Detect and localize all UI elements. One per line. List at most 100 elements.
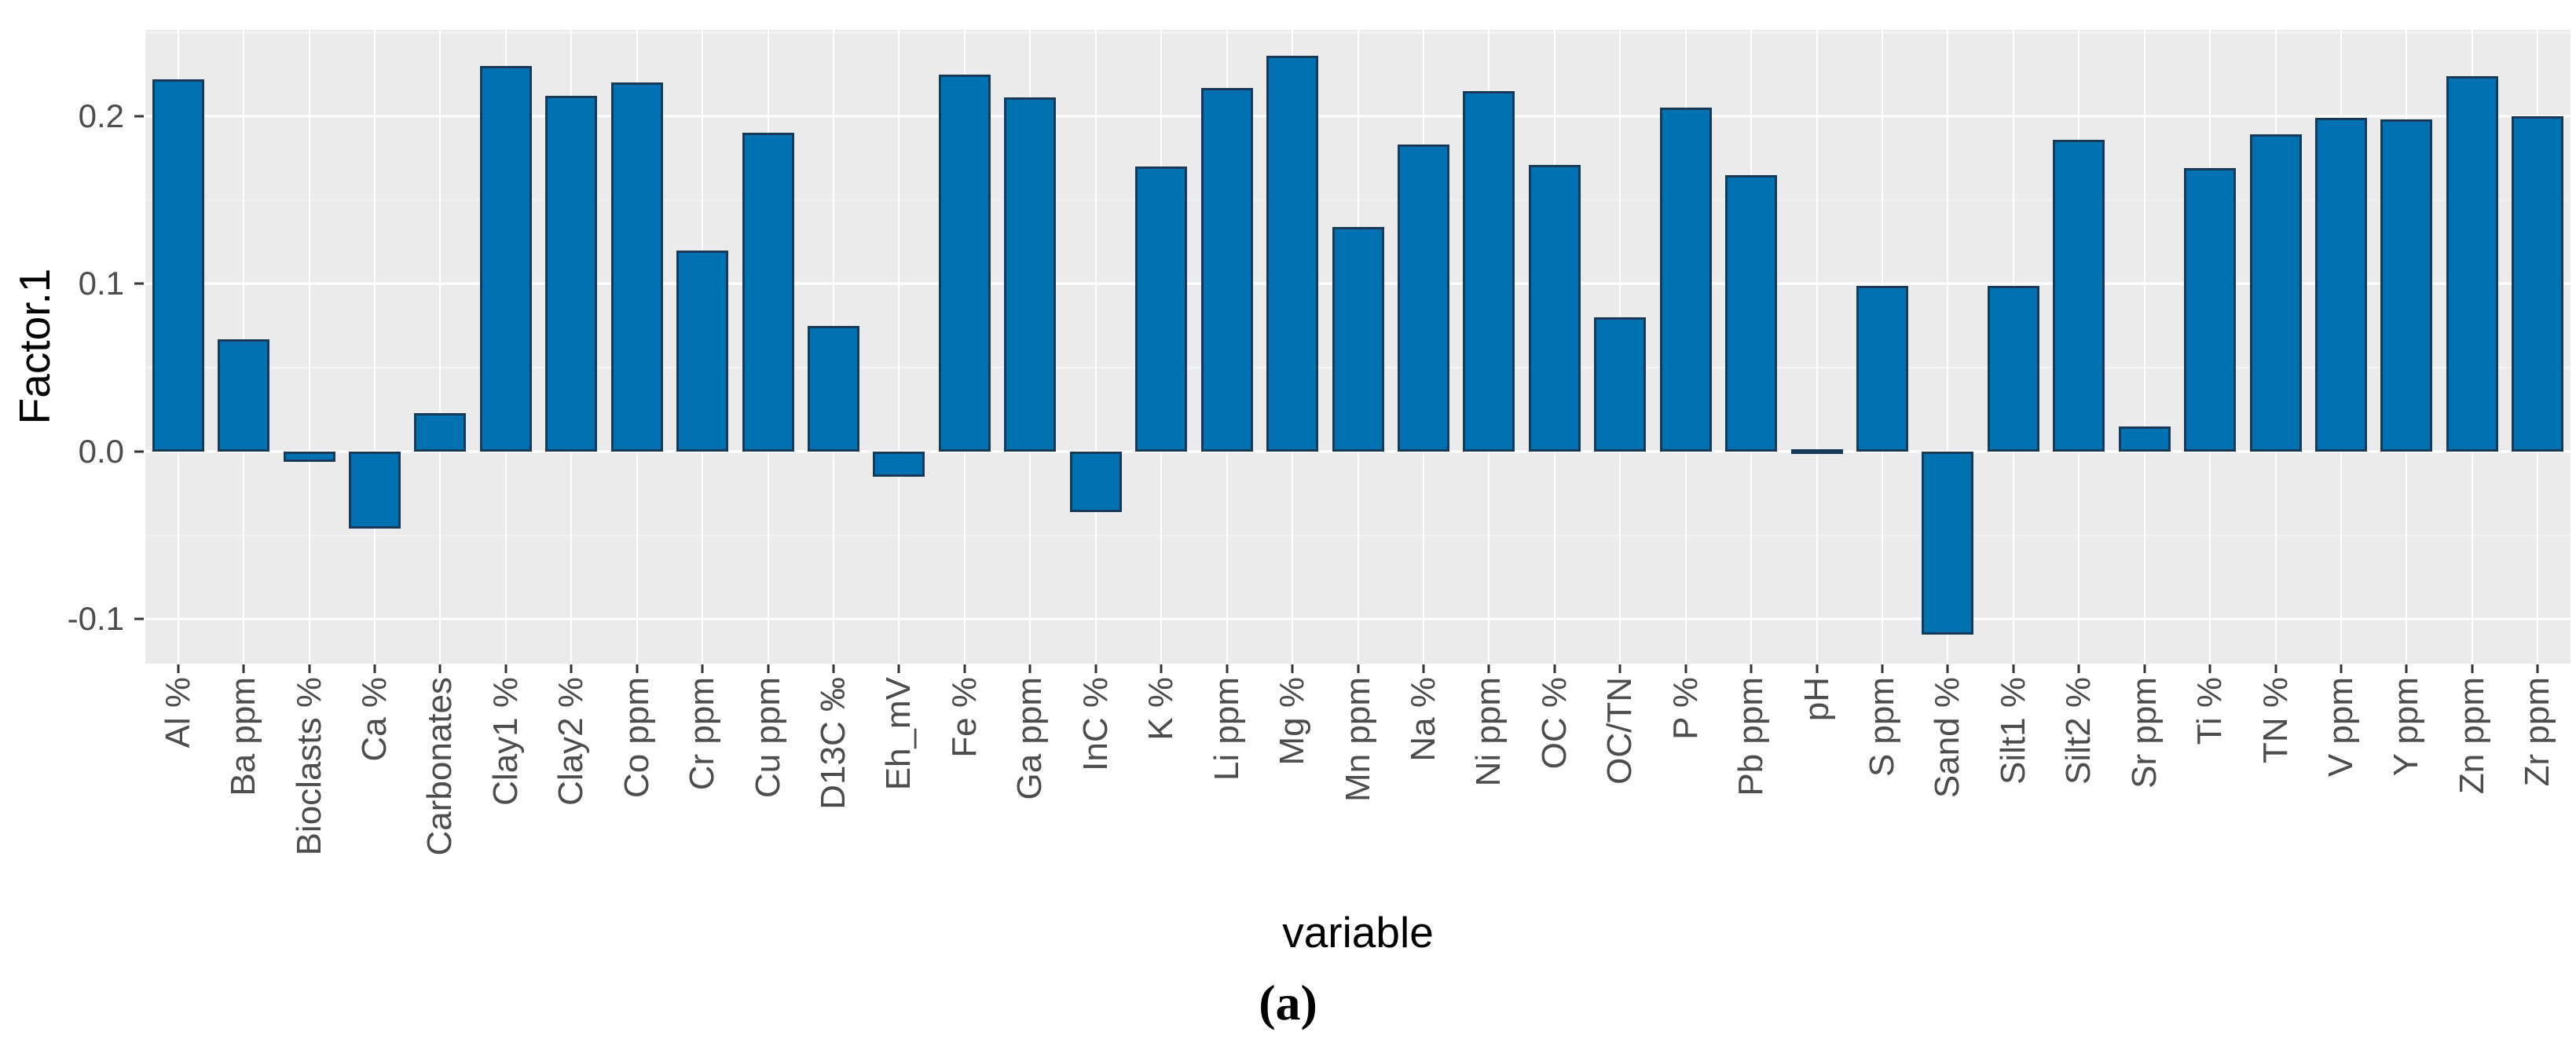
x-tick-label: D13C ‰ (814, 677, 853, 810)
x-tick-mark (2405, 664, 2408, 673)
x-tick-label: Silt2 % (2059, 677, 2098, 785)
bar-pb-ppm (1725, 174, 1778, 452)
gridline-vertical (1816, 30, 1818, 664)
bar-zn-ppm (2446, 75, 2498, 452)
bar-silt1 (1987, 285, 2039, 452)
gridline-vertical (308, 30, 310, 664)
x-tick-label: Y ppm (2387, 677, 2426, 777)
bar-sr-ppm (2118, 426, 2171, 452)
bar-ba-ppm (218, 339, 270, 452)
x-tick-label: Clay2 % (551, 677, 591, 806)
x-tick-mark (1618, 664, 1621, 673)
bar-ti (2184, 168, 2237, 452)
x-tick-mark (177, 664, 180, 673)
x-tick-mark (832, 664, 835, 673)
x-tick-label: Mg % (1273, 677, 1312, 766)
bar-eh-mv (873, 451, 925, 477)
bar-li-ppm (1200, 87, 1253, 452)
x-tick-mark (1684, 664, 1687, 673)
y-tick-mark (134, 282, 144, 285)
gridline-vertical (898, 30, 900, 664)
x-tick-label: Zr ppm (2518, 677, 2557, 787)
x-tick-mark (2274, 664, 2277, 673)
bar-v-ppm (2314, 118, 2367, 452)
bar-clay1 (479, 65, 532, 452)
bar-p (1659, 108, 1712, 452)
x-tick-mark (504, 664, 508, 673)
x-tick-mark (1357, 664, 1359, 673)
y-tick-mark (134, 617, 144, 620)
y-tick-label: -0.1 (67, 600, 124, 638)
x-tick-label: Carbonates (420, 677, 460, 856)
x-tick-label: Mn ppm (1338, 677, 1377, 802)
bar-zr-ppm (2512, 115, 2564, 452)
y-tick-mark (134, 450, 144, 453)
x-tick-mark (1816, 664, 1819, 673)
x-tick-mark (1028, 664, 1031, 673)
x-tick-label: S ppm (1862, 677, 1901, 778)
x-tick-label: V ppm (2321, 677, 2360, 778)
x-tick-label: Co ppm (617, 677, 656, 799)
x-tick-label: TN % (2255, 677, 2295, 763)
x-tick-label: Ca % (355, 677, 394, 762)
x-tick-label: InC % (1075, 677, 1115, 771)
bar-inc (1069, 451, 1122, 512)
bar-na (1397, 145, 1449, 452)
x-tick-label: Fe % (944, 677, 984, 758)
bar-carbonates (414, 412, 467, 452)
bar-sand (1922, 451, 1974, 635)
x-tick-mark (2471, 664, 2474, 673)
bar-tn (2249, 134, 2302, 452)
x-axis-tick-labels: Al % Ba ppm Bioclasts % Ca % Carbonates Clay1… (145, 677, 2571, 936)
x-tick-mark (242, 664, 245, 673)
bar-k (1135, 166, 1188, 452)
x-tick-label: Eh_mV (879, 677, 918, 791)
bar-mg (1266, 56, 1319, 452)
x-tick-label: Sand % (1928, 677, 1967, 799)
x-axis-title: variable (1282, 908, 1434, 957)
x-tick-label: Cu ppm (748, 677, 787, 799)
y-tick-mark (134, 115, 144, 118)
x-tick-label: Na % (1403, 677, 1442, 762)
x-tick-mark (1160, 664, 1163, 673)
x-tick-label: Silt1 % (1993, 677, 2032, 785)
x-tick-label: Cr ppm (683, 677, 722, 791)
x-tick-mark (438, 664, 442, 673)
bar-oc-tn (1594, 317, 1647, 452)
x-tick-mark (963, 664, 966, 673)
plot-panel (145, 30, 2571, 664)
x-tick-mark (2536, 664, 2539, 673)
bar-clay2 (545, 96, 598, 452)
x-tick-mark (308, 664, 311, 673)
bar-ga-ppm (1004, 97, 1057, 452)
y-tick-label: 0.1 (78, 265, 124, 302)
bar-cu-ppm (742, 133, 794, 452)
bar-al (152, 79, 204, 452)
x-tick-label: Zn ppm (2452, 677, 2491, 795)
x-tick-mark (1553, 664, 1556, 673)
x-tick-label: pH (1797, 677, 1836, 722)
x-tick-label: Ba ppm (224, 677, 263, 796)
bar-ca (349, 451, 401, 529)
x-tick-label: Ga ppm (1010, 677, 1050, 800)
gridline-vertical (1094, 30, 1097, 664)
y-tick-label: 0.0 (78, 432, 124, 470)
bar-mn-ppm (1332, 226, 1384, 452)
x-tick-label: Al % (158, 677, 197, 748)
x-tick-mark (701, 664, 704, 673)
x-tick-label: P % (1665, 677, 1705, 740)
x-tick-mark (2208, 664, 2211, 673)
x-tick-mark (1291, 664, 1294, 673)
x-tick-label: OC/TN (1600, 677, 1640, 785)
x-tick-label: Ti % (2190, 677, 2230, 745)
x-tick-label: Bioclasts % (289, 677, 328, 856)
x-tick-mark (1226, 664, 1229, 673)
x-tick-label: Clay1 % (486, 677, 525, 806)
x-tick-mark (1881, 664, 1884, 673)
x-tick-label: K % (1141, 677, 1181, 741)
x-tick-label: Ni ppm (1469, 677, 1508, 787)
bar-co-ppm (610, 82, 663, 452)
bar-ni-ppm (1463, 90, 1515, 452)
gridline-vertical (439, 30, 442, 664)
